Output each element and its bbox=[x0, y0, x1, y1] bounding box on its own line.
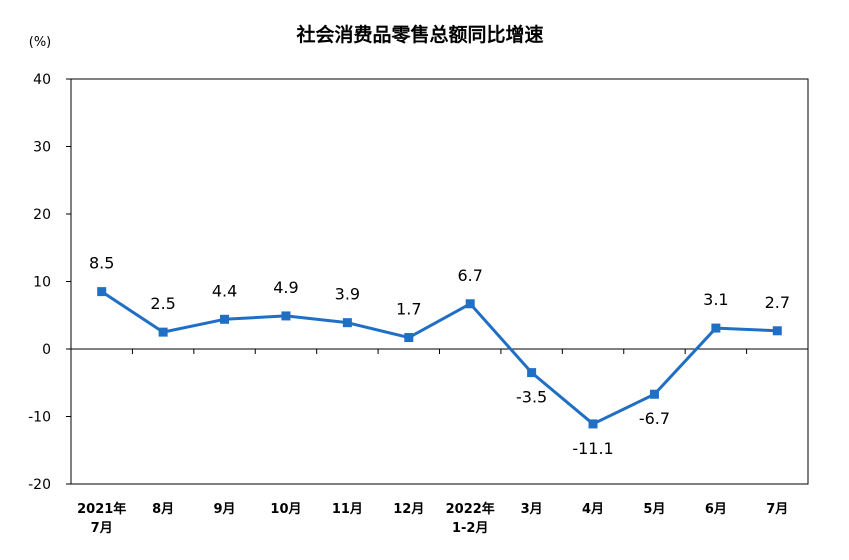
data-point-marker bbox=[220, 314, 230, 324]
data-label: 6.7 bbox=[457, 266, 482, 285]
x-tick-label-line: 9月 bbox=[214, 502, 236, 517]
data-label: 2.7 bbox=[765, 293, 790, 312]
data-point-marker bbox=[158, 327, 168, 337]
x-tick-label: 10月 bbox=[270, 502, 301, 517]
data-point-marker bbox=[465, 299, 475, 309]
data-label: 3.1 bbox=[703, 290, 728, 309]
y-tick-label: 30 bbox=[33, 140, 51, 156]
x-axis: 2021年 7月 8月 9月 10月 11月 12月 2022年 1-2月 3月 4月 5月 6月 7月 bbox=[77, 349, 788, 536]
data-label: 2.5 bbox=[150, 294, 175, 313]
x-tick-label: 2022年 1-2月 bbox=[446, 501, 495, 536]
series-line bbox=[100, 290, 778, 426]
x-tick-label: 8月 bbox=[152, 502, 174, 517]
x-tick-label: 6月 bbox=[705, 502, 727, 517]
data-label: 8.5 bbox=[89, 254, 114, 273]
x-tick-label: 5月 bbox=[643, 502, 665, 517]
x-tick-label-line: 3月 bbox=[521, 502, 543, 517]
data-labels: 8.5 2.5 4.4 4.9 3.9 1.7 6.7 -3.5 -11.1 -6.7 3.1 2.7 bbox=[89, 254, 790, 458]
data-point-marker bbox=[342, 318, 352, 328]
data-point-marker bbox=[404, 333, 414, 343]
data-label: 4.9 bbox=[273, 278, 298, 297]
y-tick-label: -20 bbox=[28, 477, 51, 493]
y-tick-label: 20 bbox=[33, 207, 51, 223]
x-tick-label: 3月 bbox=[521, 502, 543, 517]
x-tick-label-line: 5月 bbox=[643, 502, 665, 517]
data-label: 1.7 bbox=[396, 300, 421, 319]
x-tick-label-line: 4月 bbox=[582, 502, 604, 517]
x-tick-label-line: 11月 bbox=[332, 502, 363, 517]
data-point-marker bbox=[772, 326, 782, 336]
y-tick-label: 0 bbox=[42, 342, 51, 358]
data-label: -6.7 bbox=[639, 409, 670, 428]
x-tick-label: 7月 bbox=[766, 502, 788, 517]
data-label: 3.9 bbox=[335, 285, 360, 304]
x-tick-label: 4月 bbox=[582, 502, 604, 517]
data-point-marker bbox=[649, 389, 659, 399]
x-tick-label: 2021年 7月 bbox=[77, 501, 126, 536]
x-tick-label: 9月 bbox=[214, 502, 236, 517]
x-tick-label-line: 1-2月 bbox=[452, 521, 489, 536]
data-point-marker bbox=[281, 311, 291, 321]
data-point-marker bbox=[588, 419, 598, 429]
data-label: -3.5 bbox=[516, 388, 547, 407]
x-tick-label-line: 2021年 bbox=[77, 501, 126, 517]
x-tick-label: 12月 bbox=[393, 502, 424, 517]
data-label: -11.1 bbox=[572, 439, 613, 458]
data-label: 4.4 bbox=[212, 281, 237, 300]
x-tick-label: 11月 bbox=[332, 502, 363, 517]
x-tick-label-line: 12月 bbox=[393, 502, 424, 517]
data-point-marker bbox=[711, 323, 721, 333]
x-tick-label-line: 7月 bbox=[91, 521, 113, 536]
x-tick-label-line: 7月 bbox=[766, 502, 788, 517]
y-tick-label: -10 bbox=[28, 410, 51, 426]
data-point-marker bbox=[527, 368, 537, 378]
series-markers bbox=[97, 287, 782, 429]
x-tick-label-line: 8月 bbox=[152, 502, 174, 517]
y-axis: 40 30 20 10 0 -10 -20 bbox=[28, 72, 71, 493]
y-axis-unit: (%) bbox=[29, 35, 52, 50]
chart-title: 社会消费品零售总额同比增速 bbox=[295, 23, 543, 46]
y-tick-label: 10 bbox=[33, 275, 51, 291]
x-tick-label-line: 2022年 bbox=[446, 501, 495, 517]
plot-frame bbox=[70, 78, 809, 485]
y-tick-label: 40 bbox=[33, 72, 51, 88]
data-point-marker bbox=[97, 287, 107, 297]
x-tick-label-line: 10月 bbox=[270, 502, 301, 517]
x-tick-label-line: 6月 bbox=[705, 502, 727, 517]
